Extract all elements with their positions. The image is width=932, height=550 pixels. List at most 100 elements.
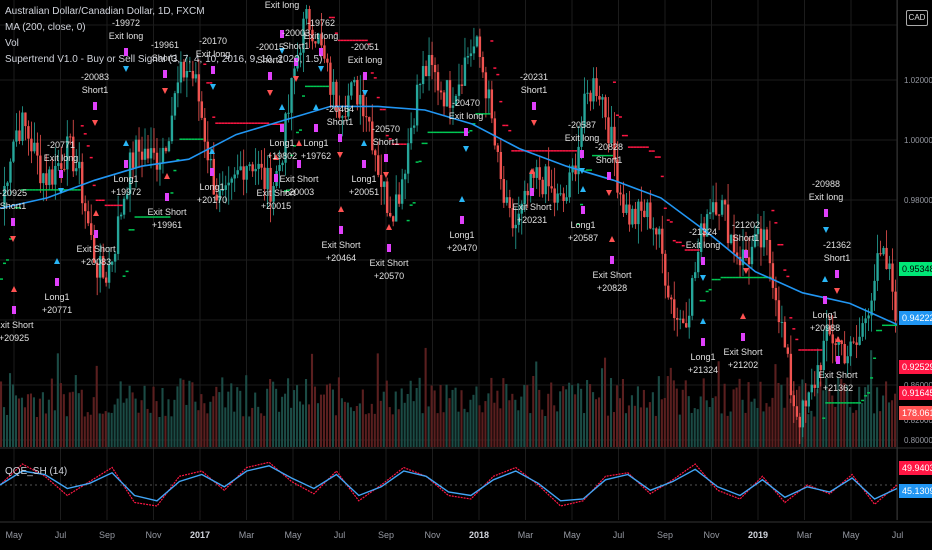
volume-bar <box>212 396 215 447</box>
volume-bar <box>678 414 681 447</box>
candle-body <box>517 213 520 225</box>
candle-body <box>92 234 96 263</box>
currency-button[interactable]: CAD <box>906 10 928 26</box>
volume-bar <box>720 413 723 447</box>
candle-body <box>804 400 807 407</box>
signal-arrow <box>834 288 840 294</box>
volume-bar <box>59 383 62 447</box>
candle-body <box>768 239 772 264</box>
volume-bar <box>894 393 897 447</box>
candle-body <box>3 185 6 209</box>
volume-bar <box>571 385 574 447</box>
volume-bar <box>200 394 203 447</box>
candle-body <box>206 141 209 161</box>
signal-label: -20570 <box>372 124 400 134</box>
volume-bar <box>218 392 221 447</box>
candle-body <box>834 343 837 345</box>
candle-body <box>801 400 805 428</box>
signal-marker <box>280 124 284 132</box>
candle-body <box>867 315 870 319</box>
volume-bar <box>690 412 693 447</box>
signal-marker <box>835 270 839 278</box>
qqe-legend[interactable]: QQE_SH (14) <box>5 466 68 477</box>
signal-label: -20988 <box>812 179 840 189</box>
qqe-fast-badge: 49.94039 <box>899 461 932 475</box>
supertrend-legend[interactable]: Supertrend V1.0 - Buy or Sell Signal (3,… <box>5 54 323 65</box>
supertrend-down-badge: 0.92529 <box>899 360 932 374</box>
candle-body <box>595 78 598 97</box>
candle-body <box>831 334 834 344</box>
volume-bar <box>409 380 412 447</box>
candle-body <box>819 365 822 371</box>
volume-bar <box>266 388 269 447</box>
signal-label: Long1 <box>812 310 837 320</box>
volume-bar <box>14 395 18 447</box>
volume-bar <box>248 416 251 447</box>
candle-body <box>523 190 526 204</box>
volume-bar <box>780 384 783 447</box>
candle-body <box>568 172 571 198</box>
candle-body <box>335 81 338 111</box>
candle-body <box>625 204 628 213</box>
candle-body <box>676 318 679 320</box>
signal-marker <box>363 72 367 80</box>
candle-body <box>661 228 664 254</box>
time-tick-label: May <box>284 530 302 540</box>
candle-body <box>290 78 293 113</box>
candle-body <box>377 155 380 175</box>
volume-bar <box>481 412 484 447</box>
signal-arrow <box>92 120 98 126</box>
volume-bar <box>355 405 358 447</box>
candle-body <box>260 163 263 168</box>
signal-label: Exit Short <box>369 258 409 268</box>
volume-bar <box>278 411 281 447</box>
candle-body <box>571 165 574 173</box>
volume-bar <box>687 396 690 447</box>
supertrend-up-badge: 0.95348 <box>899 262 932 276</box>
volume-bar <box>445 384 448 447</box>
volume-bar <box>451 389 454 447</box>
candle-body <box>101 256 105 278</box>
candle-body <box>257 163 260 169</box>
qqe-pane <box>0 461 898 507</box>
volume-bar <box>529 413 532 447</box>
volume-bar <box>80 389 83 447</box>
candle-body <box>786 347 790 354</box>
signal-arrow <box>361 140 367 146</box>
candle-body <box>496 145 500 152</box>
volume-bar <box>239 390 242 447</box>
candle-body <box>526 190 529 196</box>
signal-label: -19972 <box>112 18 140 28</box>
signal-label: -20051 <box>351 42 379 52</box>
candle-body <box>63 168 66 170</box>
candle-body <box>383 181 386 187</box>
volume-bar <box>738 378 741 447</box>
signal-label: Exit Short <box>321 240 361 250</box>
ma-legend[interactable]: MA (200, close, 0) <box>5 22 86 33</box>
volume-bar <box>508 400 511 447</box>
volume-bar <box>116 398 119 447</box>
time-tick-label: 2017 <box>190 530 210 540</box>
signal-label: -20170 <box>199 36 227 46</box>
volume-bar <box>301 404 305 447</box>
signal-arrow <box>123 66 129 72</box>
candle-body <box>667 285 670 298</box>
signal-label: -19961 <box>151 40 179 50</box>
candle-body <box>685 323 688 328</box>
vol-legend[interactable]: Vol <box>5 38 19 49</box>
last-price-badge: 0.91645 <box>899 386 932 400</box>
volume-bar <box>233 411 236 447</box>
candle-body <box>885 247 888 270</box>
candle-body <box>332 81 335 95</box>
candle-body <box>209 158 212 161</box>
candle-body <box>640 201 643 211</box>
volume-bar <box>92 397 95 447</box>
signal-label: -21362 <box>823 240 851 250</box>
candle-body <box>825 325 828 341</box>
volume-bar <box>621 378 625 447</box>
volume-bar <box>337 377 340 447</box>
signal-sublabel: Exit long <box>449 111 484 121</box>
candle-body <box>720 200 724 215</box>
signal-sublabel: +20925 <box>0 333 29 343</box>
